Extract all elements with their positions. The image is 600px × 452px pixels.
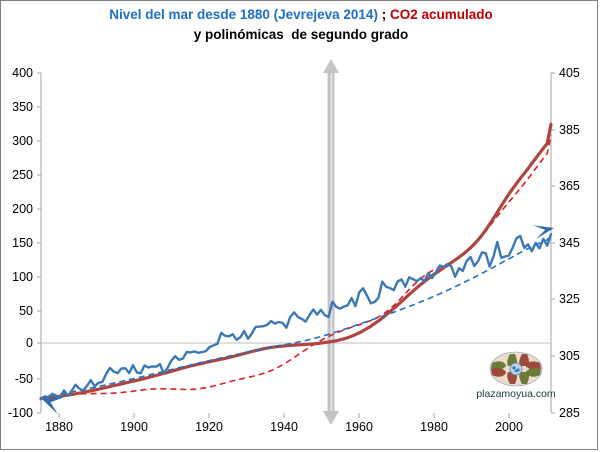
svg-text:200: 200	[12, 202, 33, 216]
svg-text:350: 350	[12, 100, 33, 114]
svg-text:365: 365	[559, 179, 580, 193]
svg-text:300: 300	[12, 134, 33, 148]
svg-text:2000: 2000	[495, 420, 523, 434]
svg-text:285: 285	[559, 406, 580, 420]
svg-text:1900: 1900	[120, 420, 148, 434]
svg-text:0: 0	[26, 336, 33, 350]
svg-text:1980: 1980	[420, 420, 448, 434]
svg-text:400: 400	[12, 66, 33, 80]
svg-text:plazamoyua.com: plazamoyua.com	[476, 388, 556, 400]
svg-text:305: 305	[559, 349, 580, 363]
svg-text:1960: 1960	[345, 420, 373, 434]
svg-text:1880: 1880	[45, 420, 73, 434]
svg-text:-50: -50	[15, 372, 33, 386]
svg-text:-100: -100	[8, 406, 33, 420]
svg-text:405: 405	[559, 66, 580, 80]
svg-text:150: 150	[12, 236, 33, 250]
svg-text:1940: 1940	[270, 420, 298, 434]
svg-text:385: 385	[559, 123, 580, 137]
svg-text:325: 325	[559, 292, 580, 306]
svg-text:345: 345	[559, 236, 580, 250]
svg-text:1920: 1920	[195, 420, 223, 434]
svg-text:50: 50	[19, 304, 33, 318]
svg-text:100: 100	[12, 270, 33, 284]
svg-text:250: 250	[12, 168, 33, 182]
